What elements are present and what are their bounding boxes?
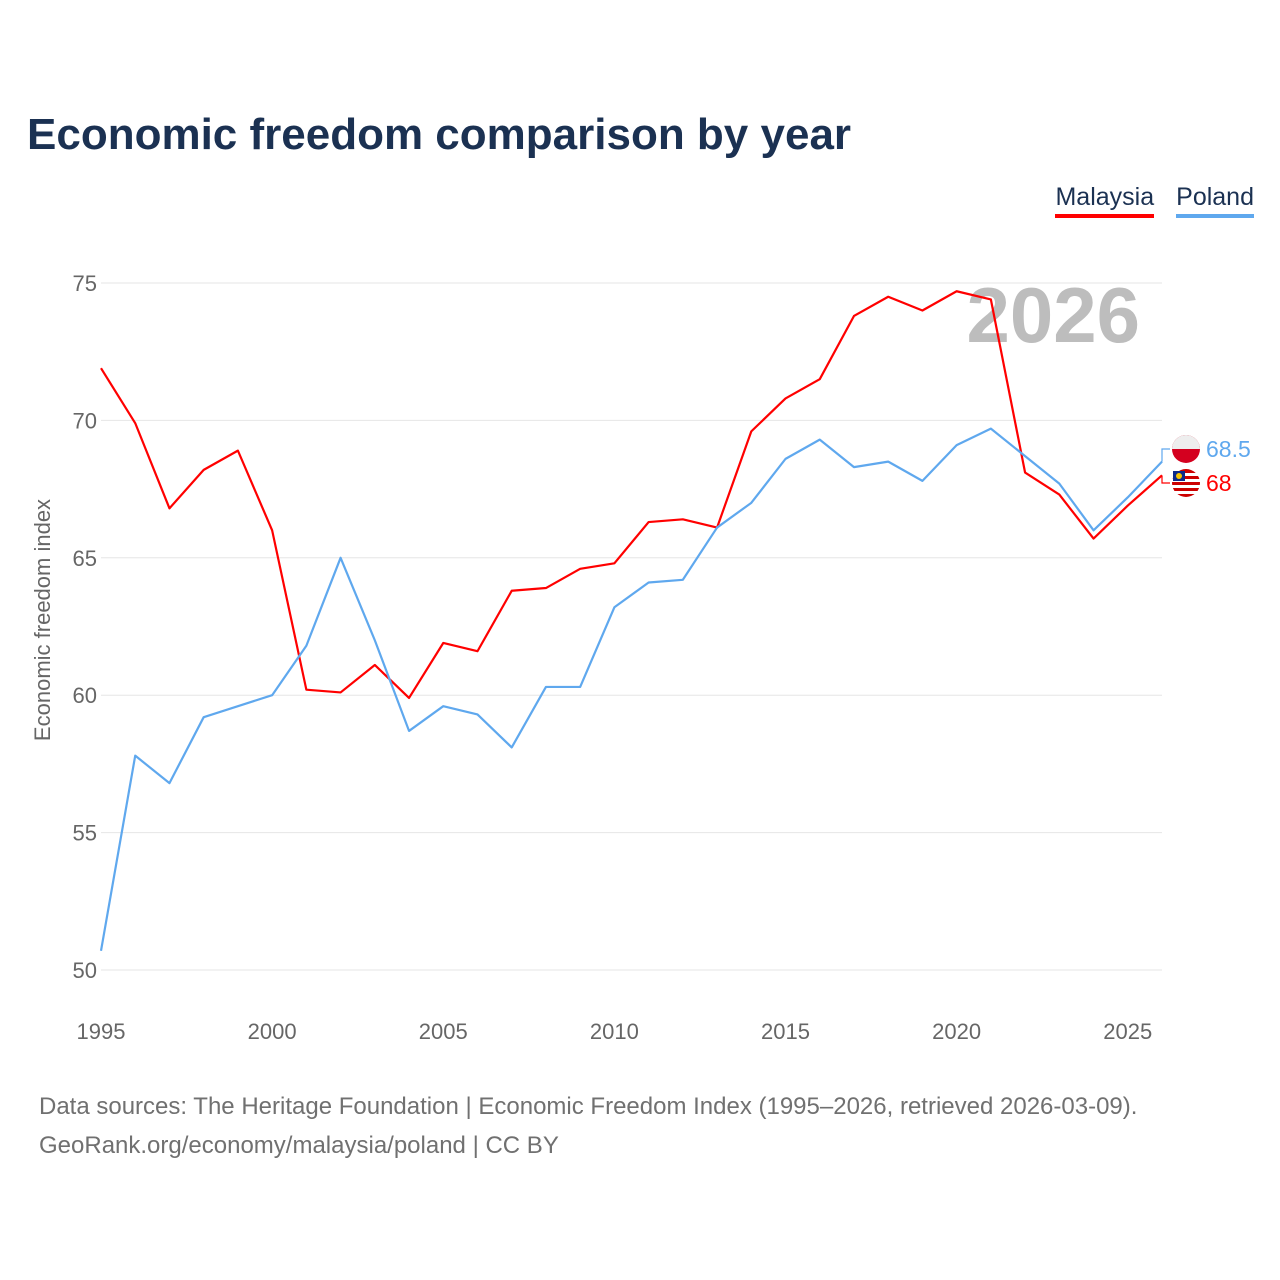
- x-tick-label: 2015: [761, 1019, 810, 1044]
- y-tick-label: 70: [73, 408, 97, 433]
- x-tick-label: 2000: [248, 1019, 297, 1044]
- y-tick-label: 75: [73, 271, 97, 296]
- year-watermark: 2026: [966, 271, 1140, 359]
- y-tick-label: 55: [73, 821, 97, 846]
- flag-stripe: [1172, 473, 1200, 476]
- x-tick-label: 1995: [77, 1019, 126, 1044]
- series-line-poland: [99, 427, 1163, 951]
- end-connector: [1161, 475, 1170, 484]
- flag-stripe: [1172, 485, 1200, 488]
- x-tick-label: 2025: [1103, 1019, 1152, 1044]
- y-tick-label: 60: [73, 683, 97, 708]
- y-axis-label: Economic freedom index: [30, 499, 55, 741]
- legend: Malaysia Poland: [1055, 183, 1254, 218]
- end-value-label: 68: [1206, 470, 1232, 496]
- chart-title: Economic freedom comparison by year: [27, 110, 852, 159]
- end-connector: [1161, 448, 1170, 462]
- source-note: Data sources: The Heritage Foundation | …: [39, 1093, 1138, 1120]
- series-line-malaysia: [100, 290, 1163, 700]
- y-tick-label: 50: [73, 958, 97, 983]
- legend-item-malaysia[interactable]: Malaysia: [1055, 183, 1155, 218]
- crescent-icon: [1176, 473, 1182, 479]
- legend-item-poland[interactable]: Poland: [1176, 183, 1254, 218]
- footer: Data sources: The Heritage Foundation | …: [39, 1087, 1137, 1165]
- poland-flag-top: [1172, 435, 1200, 449]
- x-tick-label: 2005: [419, 1019, 468, 1044]
- y-tick-label: 65: [73, 546, 97, 571]
- flag-stripe: [1172, 491, 1200, 494]
- flag-stripe: [1172, 479, 1200, 482]
- source-link[interactable]: GeoRank.org/economy/malaysia/poland | CC…: [39, 1132, 559, 1159]
- x-tick-label: 2020: [932, 1019, 981, 1044]
- x-tick-label: 2010: [590, 1019, 639, 1044]
- end-value-label: 68.5: [1206, 436, 1251, 462]
